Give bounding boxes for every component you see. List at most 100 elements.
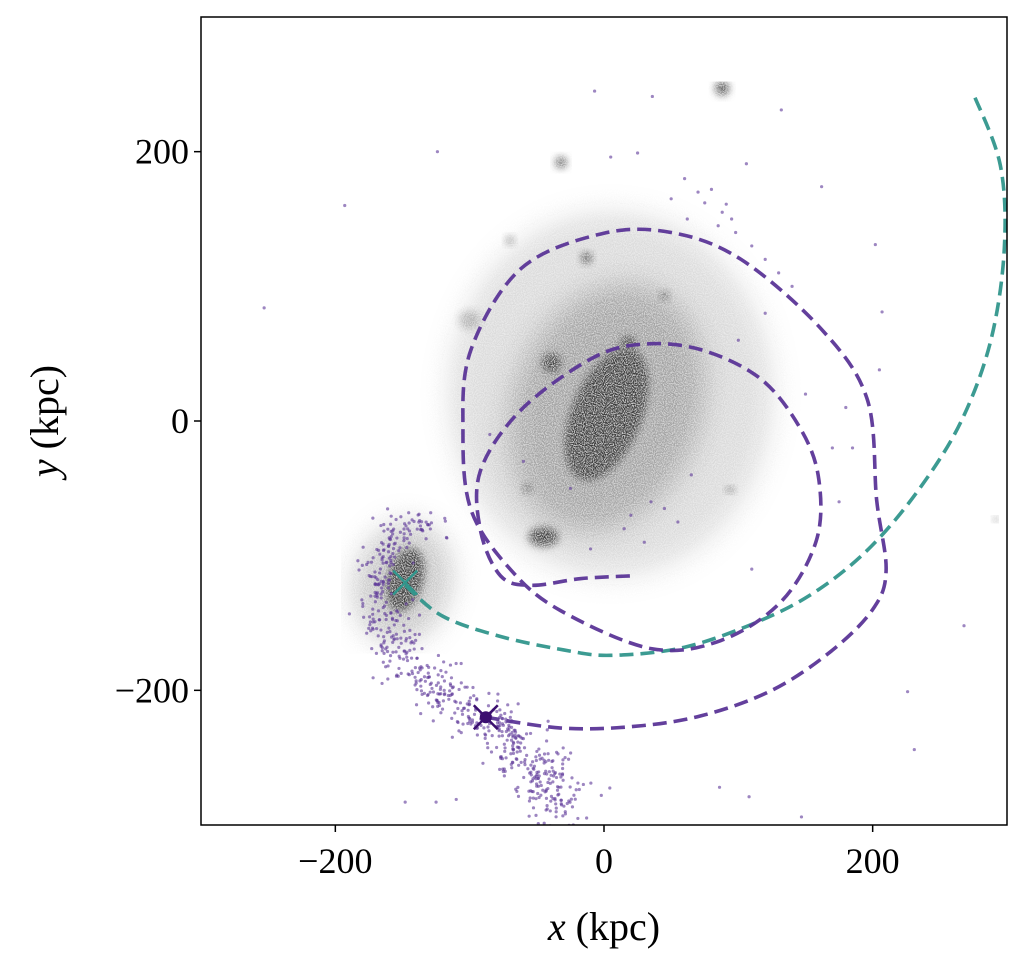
stream-point (562, 804, 566, 808)
field-point (720, 210, 724, 214)
stream-point (428, 527, 432, 531)
stream-point (401, 657, 406, 661)
stream-point (442, 660, 446, 664)
stream-point (391, 551, 395, 556)
x-tick-label: −200 (298, 841, 372, 881)
stream-point (378, 552, 382, 556)
stream-point (548, 781, 552, 785)
field-point (877, 368, 881, 372)
stream-point (439, 711, 443, 715)
field-point (568, 486, 573, 490)
stream-point (456, 706, 460, 711)
y-tick-label: 200 (135, 132, 189, 172)
field-point (521, 459, 526, 463)
stream-point (515, 750, 519, 754)
x-tick-label: 200 (846, 841, 900, 881)
stream-point (397, 549, 401, 553)
stream-point (388, 654, 393, 658)
stream-point (561, 814, 565, 818)
galaxy-host-core (565, 348, 649, 481)
stream-point (569, 797, 573, 801)
stream-point (414, 638, 418, 642)
stream-point (527, 814, 531, 818)
stream-point (368, 620, 373, 624)
stream-point (380, 586, 384, 590)
stream-point (413, 675, 417, 679)
stream-point (565, 801, 569, 806)
field-point (750, 244, 754, 248)
stream-point (373, 600, 377, 604)
stream-point (472, 712, 477, 716)
stream-point (560, 772, 565, 776)
y-axis-label: y(kpc) (22, 365, 67, 481)
galaxy-sat-f (581, 252, 592, 264)
stream-point (374, 651, 379, 655)
stream-point (511, 748, 515, 752)
stream-point (373, 570, 377, 574)
stream-point (418, 524, 423, 528)
stream-point (410, 671, 415, 676)
stream-point (448, 663, 453, 667)
field-point (609, 155, 613, 159)
stream-point (443, 516, 447, 520)
stream-point (529, 773, 533, 777)
stream-point (414, 679, 418, 683)
stream-point (423, 679, 427, 683)
stream-point (417, 632, 421, 636)
marker-stream-progenitor-dot (479, 711, 492, 724)
stream-point (361, 601, 365, 606)
stream-point (547, 777, 551, 781)
stream-point (459, 731, 463, 735)
stream-point (508, 732, 512, 736)
stream-point (419, 689, 424, 693)
stream-point (559, 798, 563, 802)
stream-point (485, 741, 490, 745)
stream-point (439, 669, 443, 673)
stream-point (514, 757, 518, 761)
stream-point (392, 527, 396, 531)
stream-point (461, 722, 465, 726)
stream-point (532, 764, 537, 768)
stream-point (547, 758, 551, 762)
stream-point (386, 507, 390, 511)
stream-point (483, 736, 487, 740)
stream-point (510, 766, 514, 770)
stream-point (572, 793, 576, 797)
stream-point (388, 659, 392, 663)
stream-point (547, 770, 551, 774)
stream-point (386, 664, 390, 668)
stream-point (498, 755, 503, 759)
stream-point (405, 658, 410, 663)
stream-point (486, 746, 490, 750)
stream-point (555, 788, 560, 792)
stream-point (370, 646, 374, 651)
stream-point (418, 679, 422, 683)
stream-point (386, 677, 390, 681)
field-point (622, 527, 626, 531)
stream-point (412, 519, 416, 524)
stream-point (511, 744, 515, 748)
stream-point (511, 740, 515, 744)
stream-point (436, 653, 441, 658)
stream-point (402, 629, 407, 633)
stream-point (399, 671, 403, 675)
stream-point (528, 796, 532, 800)
field-point (696, 190, 700, 194)
stream-point (418, 518, 422, 523)
stream-point (376, 609, 381, 613)
stream-point (386, 578, 391, 582)
stream-point (402, 538, 406, 543)
stream-point (535, 784, 539, 788)
stream-point (394, 650, 398, 654)
stream-point (408, 648, 412, 652)
stream-point (576, 781, 580, 785)
stream-point (367, 626, 371, 630)
stream-point (371, 556, 375, 560)
stream-point (389, 554, 393, 559)
stream-point (371, 676, 375, 680)
stream-point (549, 799, 553, 803)
stream-point (516, 785, 520, 789)
stream-point (559, 785, 563, 789)
stream-point (519, 741, 523, 745)
